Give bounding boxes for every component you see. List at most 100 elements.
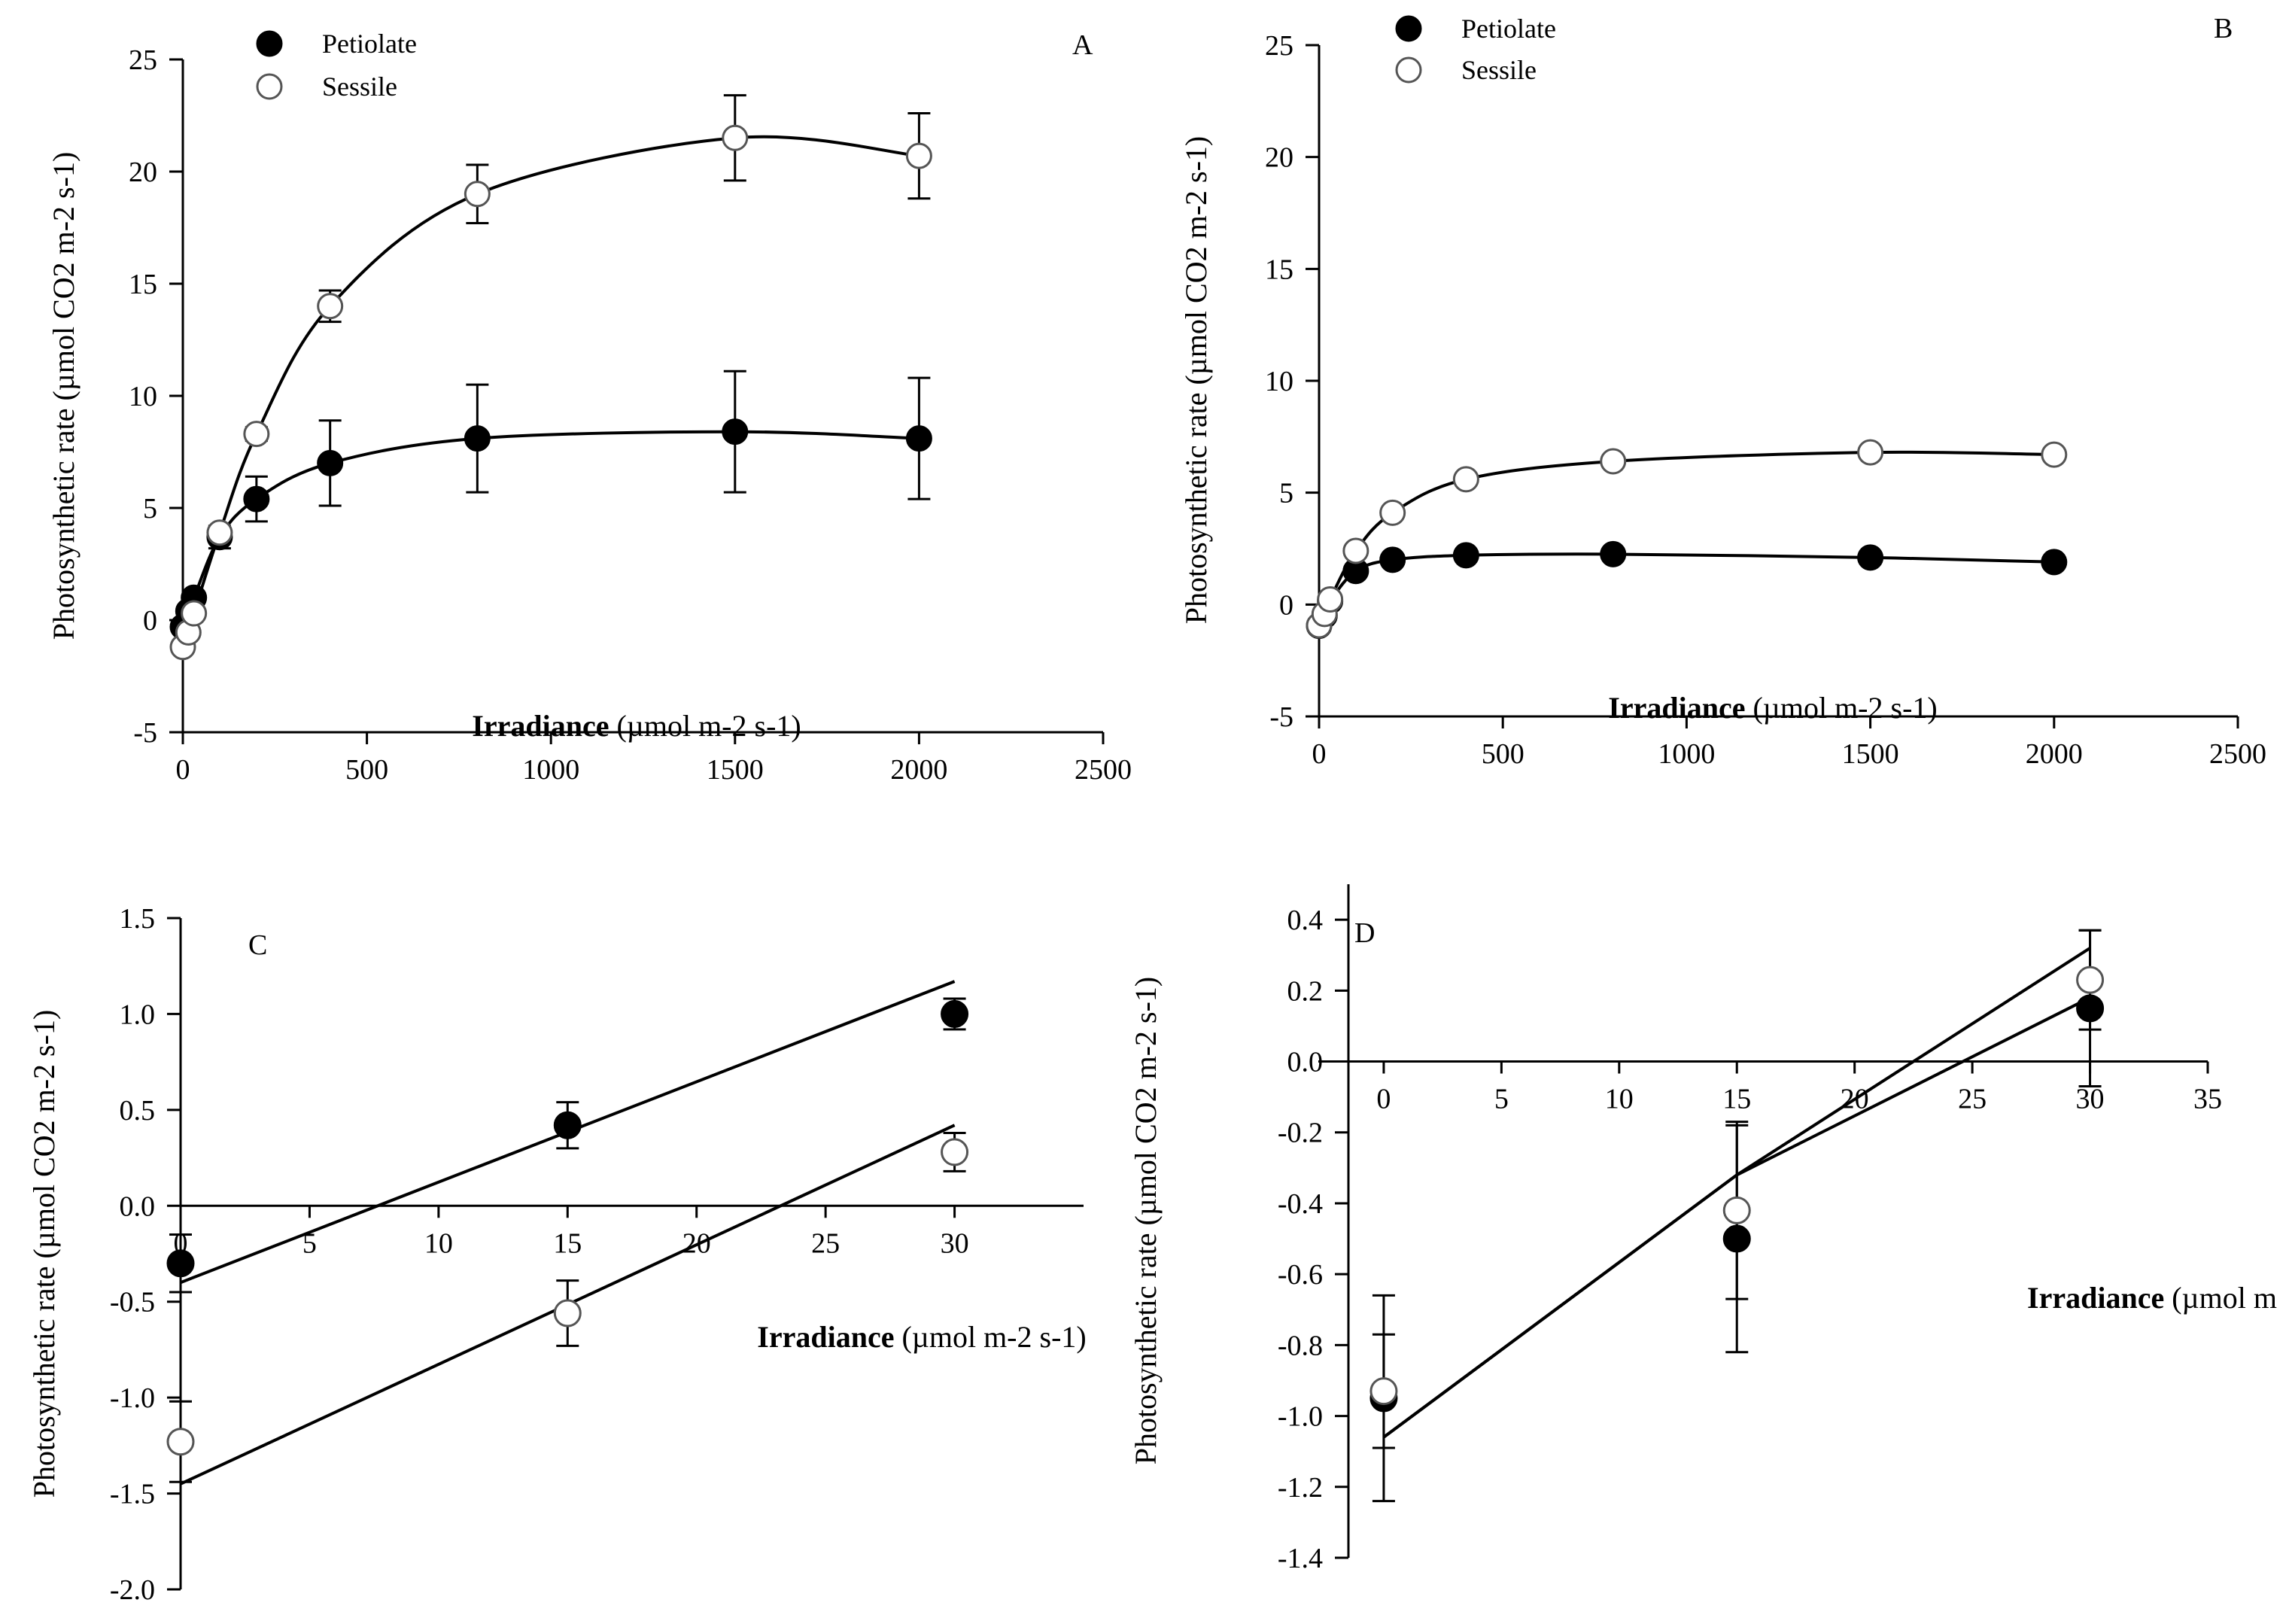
x-axis-title: Irradiance (µmol m bbox=[2027, 1281, 2277, 1315]
x-axis-title-bold: Irradiance bbox=[757, 1320, 894, 1354]
data-point-sessile bbox=[1379, 499, 1406, 526]
data-point-sessile bbox=[722, 124, 749, 151]
y-tick-label: 0 bbox=[143, 605, 157, 637]
x-tick-label: 1500 bbox=[707, 754, 764, 786]
y-axis-title: Photosynthetic rate (µmol CO2 m-2 s-1) bbox=[1179, 136, 1213, 625]
panel-D: -1.4 -1.2 -1.0 -0.8 -0.6 -0.4 -0.2 0.0 0.2 0.4 0 5 1… bbox=[1278, 884, 2222, 1574]
panel-letter: C bbox=[248, 929, 267, 961]
x-tick-label: 500 bbox=[345, 754, 388, 786]
data-point-sessile bbox=[181, 600, 208, 627]
data-point-petiolate bbox=[243, 485, 270, 512]
data-point-petiolate bbox=[1379, 546, 1406, 573]
data-point-petiolate bbox=[1452, 542, 1479, 569]
y-tick-label: 10 bbox=[129, 381, 157, 412]
data-point-petiolate bbox=[722, 418, 749, 446]
y-tick-label: 25 bbox=[1265, 30, 1293, 62]
data-point-sessile bbox=[1317, 585, 1344, 613]
data-point-sessile bbox=[1600, 448, 1627, 475]
y-tick-label: 15 bbox=[129, 269, 157, 300]
x-axis-title-rest: (µmol m-2 s-1) bbox=[1745, 691, 1937, 725]
legend-marker-sessile bbox=[256, 73, 283, 100]
panel-letter: D bbox=[1354, 917, 1375, 949]
data-point-sessile bbox=[905, 142, 932, 169]
legend-label-sessile: Sessile bbox=[1461, 55, 1537, 85]
y-tick-label: 0 bbox=[1279, 589, 1293, 621]
x-tick-label: 10 bbox=[424, 1227, 453, 1259]
x-tick-label: 25 bbox=[811, 1227, 840, 1259]
fit-curve-petiolate bbox=[181, 430, 920, 628]
x-tick-label: 0 bbox=[1312, 738, 1327, 770]
fit-curve-sessile bbox=[1318, 450, 2054, 626]
x-tick-label: 2500 bbox=[1075, 754, 1132, 786]
y-tick-label: 15 bbox=[1265, 254, 1293, 285]
x-tick-label: 500 bbox=[1482, 738, 1524, 770]
x-axis-title-rest: (µmol m bbox=[2164, 1281, 2277, 1315]
x-tick-label: 35 bbox=[2193, 1084, 2222, 1115]
legend-marker-petiolate bbox=[256, 30, 283, 57]
legend-marker-sessile bbox=[1395, 56, 1422, 84]
y-tick-label: 20 bbox=[1265, 142, 1293, 174]
panel-B: -5 0 5 10 15 20 25 0 500 1000 1500 2000 2500 B Petiola… bbox=[1265, 13, 2266, 770]
y-tick-label: -0.2 bbox=[1278, 1118, 1323, 1149]
y-tick-label: -5 bbox=[1269, 701, 1293, 733]
y-tick-label: 0.0 bbox=[120, 1191, 156, 1222]
y-tick-label: 1.5 bbox=[120, 903, 156, 935]
x-tick-label: 1000 bbox=[1658, 738, 1715, 770]
panel-letter: B bbox=[2214, 13, 2233, 44]
x-tick-label: 30 bbox=[2076, 1084, 2105, 1115]
data-point-sessile bbox=[317, 293, 344, 320]
y-tick-label: -1.0 bbox=[110, 1382, 155, 1414]
y-tick-label: 0.4 bbox=[1287, 905, 1324, 936]
data-point-petiolate bbox=[905, 425, 932, 452]
x-tick-label: 5 bbox=[1494, 1084, 1509, 1115]
x-tick-label: 1500 bbox=[1842, 738, 1899, 770]
y-tick-label: -0.6 bbox=[1278, 1259, 1323, 1291]
legend-label-petiolate: Petiolate bbox=[1461, 14, 1556, 44]
data-point-sessile bbox=[2076, 966, 2105, 994]
y-tick-label: -1.5 bbox=[110, 1479, 155, 1510]
x-axis-title: Irradiance (µmol m-2 s-1) bbox=[472, 709, 801, 743]
x-tick-label: 2000 bbox=[2026, 738, 2083, 770]
panel-C: -2.0-1.5-1.0-0.50.00.51.01.5051015202530… bbox=[110, 903, 1084, 1606]
data-point-sessile bbox=[1342, 537, 1369, 564]
x-tick-label: 30 bbox=[941, 1227, 969, 1259]
legend-marker-petiolate bbox=[1395, 15, 1422, 42]
y-tick-label: 1.0 bbox=[120, 999, 156, 1030]
y-tick-label: 5 bbox=[1279, 478, 1293, 509]
y-tick-label: -0.8 bbox=[1278, 1330, 1323, 1361]
data-point-petiolate bbox=[317, 449, 344, 476]
data-point-sessile bbox=[243, 421, 270, 448]
data-point-petiolate bbox=[941, 999, 969, 1028]
x-tick-label: 2000 bbox=[890, 754, 947, 786]
y-tick-label: 25 bbox=[129, 44, 157, 76]
data-point-petiolate bbox=[464, 425, 491, 452]
panel-letter: A bbox=[1072, 29, 1093, 61]
data-point-petiolate bbox=[2041, 549, 2068, 576]
data-point-sessile bbox=[1857, 439, 1884, 466]
data-point-sessile bbox=[1369, 1377, 1398, 1406]
x-tick-label: 2500 bbox=[2209, 738, 2266, 770]
y-axis-title: Photosynthetic rate (µmol CO2 m-2 s-1) bbox=[27, 1010, 61, 1498]
y-tick-label: -1.4 bbox=[1278, 1543, 1323, 1574]
data-point-petiolate bbox=[166, 1249, 195, 1278]
data-point-sessile bbox=[941, 1138, 969, 1166]
x-axis-title-bold: Irradiance bbox=[2027, 1281, 2164, 1315]
y-tick-label: -2.0 bbox=[110, 1574, 155, 1606]
data-point-sessile bbox=[206, 519, 233, 546]
x-tick-label: 15 bbox=[553, 1227, 582, 1259]
legend-label-petiolate: Petiolate bbox=[322, 29, 417, 59]
x-axis-title-bold: Irradiance bbox=[1608, 691, 1745, 725]
y-tick-label: -0.5 bbox=[110, 1287, 155, 1318]
x-tick-label: 0 bbox=[176, 754, 190, 786]
x-tick-label: 5 bbox=[302, 1227, 317, 1259]
x-tick-label: 25 bbox=[1958, 1084, 1987, 1115]
y-axis-title: Photosynthetic rate (µmol CO2 m-2 s-1) bbox=[47, 152, 81, 640]
x-tick-label: 0 bbox=[1376, 1084, 1391, 1115]
data-point-petiolate bbox=[1857, 544, 1884, 571]
data-point-petiolate bbox=[1600, 540, 1627, 567]
x-axis-title-rest: (µmol m-2 s-1) bbox=[609, 709, 801, 743]
data-point-sessile bbox=[464, 181, 491, 208]
data-point-petiolate bbox=[553, 1111, 582, 1139]
data-point-sessile bbox=[166, 1428, 195, 1456]
